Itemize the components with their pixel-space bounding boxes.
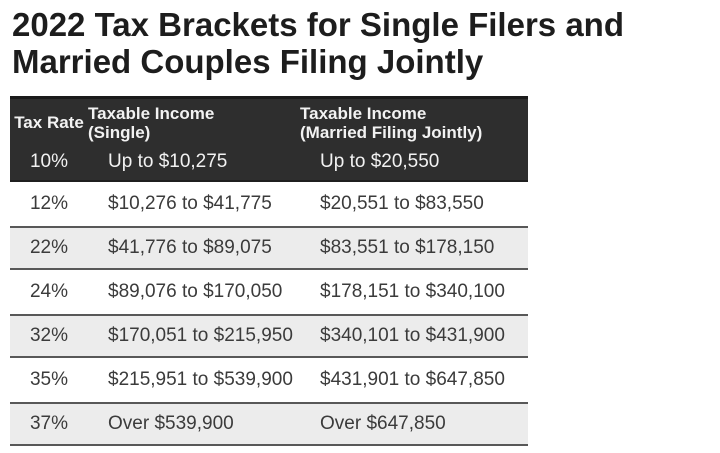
tax-rate-value: 35% <box>29 369 69 390</box>
column-header-married-line1: Taxable Income <box>300 103 427 123</box>
tax-brackets-table: Tax Rate Taxable Income (Single) Taxable … <box>10 96 528 446</box>
single-income-range: $10,276 to $41,775 <box>108 193 272 214</box>
column-header-married-line2: (Married Filing Jointly) <box>300 122 483 142</box>
table-row-37pct: 37% Over $539,900 Over $647,850 <box>10 402 528 446</box>
table-header-row: Tax Rate Taxable Income (Single) Taxable … <box>10 99 528 144</box>
table-header-block: Tax Rate Taxable Income (Single) Taxable … <box>10 96 528 182</box>
married-income-range: $431,901 to $647,850 <box>320 369 505 390</box>
table-row-22pct: 22% $41,776 to $89,075 $83,551 to $178,1… <box>10 226 528 270</box>
married-income-range: Over $647,850 <box>320 413 446 434</box>
married-income-range: $83,551 to $178,150 <box>320 237 495 258</box>
tax-rate-value: 32% <box>29 325 69 346</box>
column-header-single-line1: Taxable Income <box>88 103 215 123</box>
column-header-married: Taxable Income (Married Filing Jointly) <box>300 104 528 142</box>
column-header-single: Taxable Income (Single) <box>88 104 300 142</box>
page-title: 2022 Tax Brackets for Single Filers and … <box>12 6 710 80</box>
column-header-single-line2: (Single) <box>88 122 151 142</box>
table-row-10pct: 10% Up to $10,275 Up to $20,550 <box>10 144 528 180</box>
single-income-range: Over $539,900 <box>108 413 234 434</box>
tax-rate-value: 24% <box>29 281 69 302</box>
tax-rate-value: 10% <box>29 151 69 172</box>
table-row-35pct: 35% $215,951 to $539,900 $431,901 to $64… <box>10 358 528 402</box>
married-income-range: $178,151 to $340,100 <box>320 281 505 302</box>
page-title-line2: Married Couples Filing Jointly <box>12 43 484 80</box>
single-income-range: $215,951 to $539,900 <box>108 369 293 390</box>
tax-rate-value: 37% <box>29 413 69 434</box>
page-title-line1: 2022 Tax Brackets for Single Filers and <box>12 6 624 43</box>
table-row-24pct: 24% $89,076 to $170,050 $178,151 to $340… <box>10 270 528 314</box>
married-income-range: $20,551 to $83,550 <box>320 193 484 214</box>
page: 2022 Tax Brackets for Single Filers and … <box>0 6 720 453</box>
married-income-range: $340,101 to $431,900 <box>320 325 505 346</box>
married-income-range: Up to $20,550 <box>320 151 440 172</box>
single-income-range: $41,776 to $89,075 <box>108 237 272 258</box>
tax-rate-value: 12% <box>29 193 69 214</box>
tax-rate-value: 22% <box>29 237 69 258</box>
single-income-range: Up to $10,275 <box>108 151 228 172</box>
single-income-range: $170,051 to $215,950 <box>108 325 293 346</box>
single-income-range: $89,076 to $170,050 <box>108 281 283 302</box>
table-row-32pct: 32% $170,051 to $215,950 $340,101 to $43… <box>10 314 528 358</box>
table-row-12pct: 12% $10,276 to $41,775 $20,551 to $83,55… <box>10 182 528 226</box>
column-header-tax-rate: Tax Rate <box>14 113 84 132</box>
